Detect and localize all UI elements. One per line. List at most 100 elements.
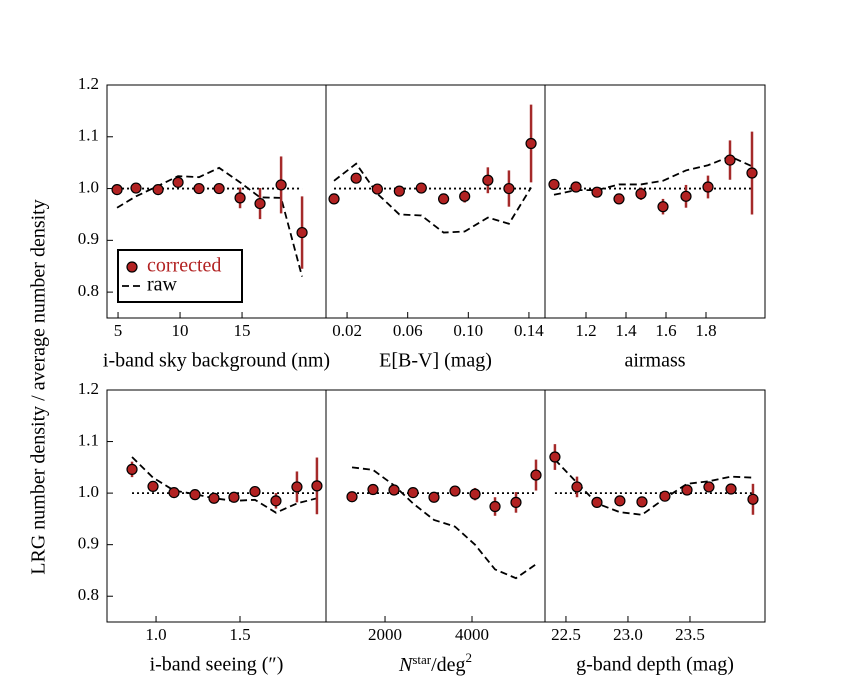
corrected-point xyxy=(530,469,542,481)
corrected-point xyxy=(489,500,501,513)
corrected-point xyxy=(275,179,287,191)
corrected-point xyxy=(111,183,123,196)
corrected-point xyxy=(152,183,164,196)
x-axis-label: i-band seeing (″) xyxy=(150,654,284,676)
corrected-point xyxy=(724,154,736,166)
legend-marker xyxy=(126,261,138,273)
x-axis-label: g-band depth (mag) xyxy=(576,654,734,676)
corrected-point xyxy=(703,481,715,493)
corrected-point xyxy=(614,495,626,507)
x-tick-label: 1.0 xyxy=(145,625,166,644)
x-axis-label-part: star xyxy=(412,652,431,667)
x-tick-label: 1.4 xyxy=(615,321,637,340)
y-tick-label: 0.8 xyxy=(78,585,99,604)
x-tick-label: 1.8 xyxy=(695,321,716,340)
raw-line xyxy=(333,162,532,234)
corrected-point xyxy=(393,185,405,197)
y-tick-label: 1.0 xyxy=(78,482,99,501)
y-tick-label: 1.0 xyxy=(78,177,99,196)
raw-line xyxy=(554,458,754,516)
raw-line xyxy=(131,456,318,514)
corrected-point xyxy=(147,480,159,493)
corrected-point xyxy=(254,197,266,210)
corrected-point xyxy=(371,183,383,195)
raw-line xyxy=(351,466,537,580)
corrected-point xyxy=(438,193,450,205)
corrected-point xyxy=(635,188,647,200)
corrected-point xyxy=(681,484,693,496)
corrected-point xyxy=(591,186,603,198)
corrected-point xyxy=(130,182,142,194)
corrected-point xyxy=(548,178,560,191)
corrected-point xyxy=(570,181,582,193)
corrected-point xyxy=(346,491,358,503)
corrected-point xyxy=(747,493,759,505)
legend-box xyxy=(117,249,243,303)
x-tick-label: 0.06 xyxy=(393,321,423,340)
y-tick-label: 1.1 xyxy=(78,430,99,449)
corrected-point xyxy=(428,491,440,503)
corrected-point xyxy=(270,495,282,507)
x-axis-label-part: 2 xyxy=(466,650,473,665)
panel-frame xyxy=(325,84,546,319)
x-tick-label: 1.5 xyxy=(229,625,250,644)
corrected-point xyxy=(172,176,184,188)
y-tick-label: 1.2 xyxy=(78,74,99,93)
corrected-point xyxy=(525,137,537,150)
x-tick-label: 0.10 xyxy=(453,321,483,340)
corrected-point xyxy=(168,486,180,499)
corrected-point xyxy=(725,483,737,495)
corrected-point xyxy=(350,172,362,184)
x-axis-label: i-band sky background (nm) xyxy=(103,350,330,372)
corrected-point xyxy=(680,190,692,202)
y-tick-label: 1.1 xyxy=(78,126,99,145)
y-tick-label: 0.9 xyxy=(78,534,99,553)
corrected-point xyxy=(503,182,515,195)
corrected-point xyxy=(234,192,246,204)
corrected-point xyxy=(189,489,201,501)
x-axis-label: airmass xyxy=(624,350,685,372)
x-tick-label: 1.2 xyxy=(575,321,596,340)
x-tick-label: 22.5 xyxy=(551,625,581,644)
x-tick-label: 2000 xyxy=(368,625,402,644)
legend-label: raw xyxy=(147,274,178,296)
x-tick-label: 4000 xyxy=(455,625,489,644)
panel-frame xyxy=(544,389,766,623)
corrected-point xyxy=(228,491,240,503)
x-tick-label: 0.02 xyxy=(332,321,362,340)
corrected-point xyxy=(388,484,400,496)
corrected-point xyxy=(636,496,648,508)
corrected-point xyxy=(328,193,340,205)
corrected-point xyxy=(208,492,220,504)
legend-label: corrected xyxy=(147,255,221,277)
corrected-point xyxy=(702,181,714,193)
corrected-point xyxy=(311,480,323,492)
corrected-point xyxy=(126,463,138,475)
corrected-point xyxy=(213,182,225,195)
x-axis-label: Nstar/deg2 xyxy=(398,650,472,676)
corrected-point xyxy=(249,485,261,498)
raw-line xyxy=(553,155,753,196)
corrected-point xyxy=(591,496,603,508)
x-axis-label: E[B-V] (mag) xyxy=(379,350,492,372)
x-tick-label: 23.0 xyxy=(613,625,643,644)
x-tick-label: 0.14 xyxy=(514,321,544,340)
corrected-point xyxy=(613,193,625,205)
corrected-point xyxy=(193,182,205,195)
corrected-point xyxy=(449,485,461,497)
corrected-point xyxy=(459,190,471,202)
corrected-point xyxy=(407,486,419,499)
x-axis-label-part: /deg xyxy=(431,654,465,676)
corrected-point xyxy=(510,496,522,508)
x-tick-label: 10 xyxy=(172,321,189,340)
y-tick-label: 0.8 xyxy=(78,281,99,300)
x-tick-label: 15 xyxy=(234,321,251,340)
raw-line xyxy=(116,166,303,277)
corrected-point xyxy=(746,167,758,179)
corrected-point xyxy=(367,483,379,496)
corrected-point xyxy=(291,481,303,493)
corrected-point xyxy=(482,174,494,186)
x-tick-label: 1.6 xyxy=(655,321,676,340)
corrected-point xyxy=(415,182,427,194)
corrected-point xyxy=(549,451,561,463)
